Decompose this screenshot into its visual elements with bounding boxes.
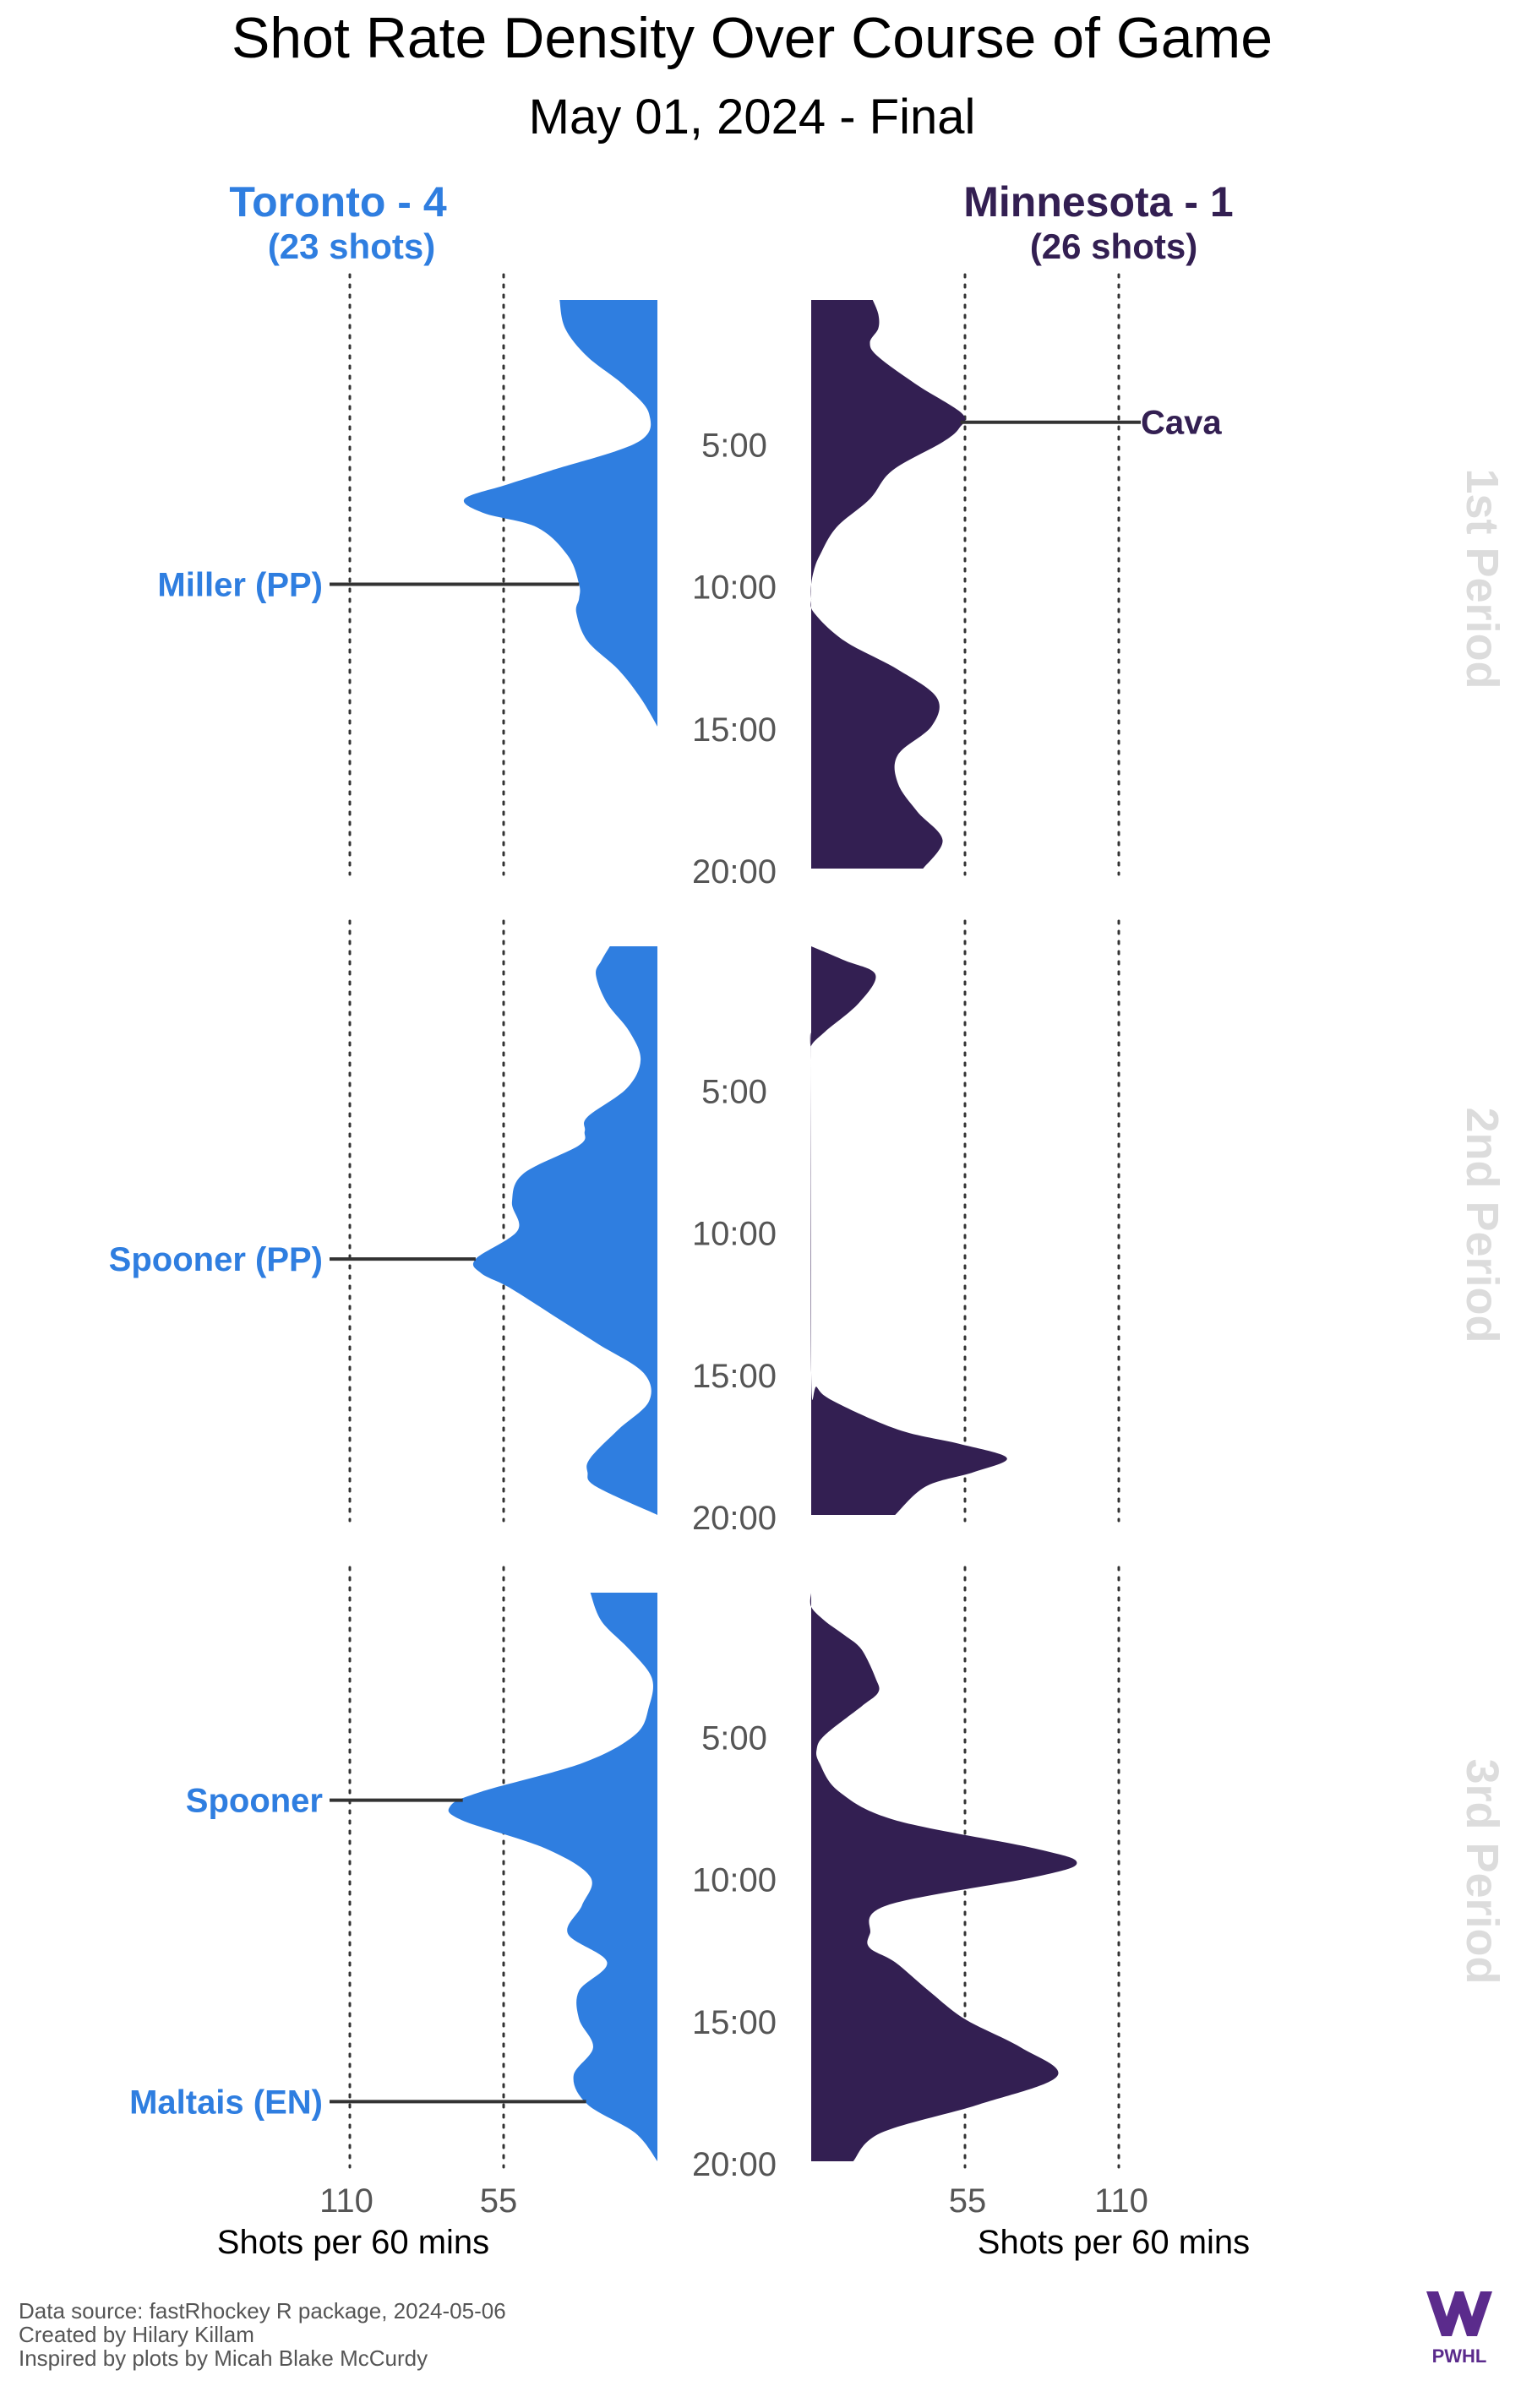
tick-left-55: 55 xyxy=(480,2182,518,2220)
minnesota-density-area xyxy=(810,946,1007,1515)
goal-label: Cava xyxy=(1141,405,1222,442)
goal-label: Miller (PP) xyxy=(157,567,323,604)
time-label: 15:00 xyxy=(692,711,777,749)
minnesota-density-area xyxy=(810,1593,1077,2161)
tick-left-110: 110 xyxy=(319,2182,373,2220)
footer-line-source: Data source: fastRhockey R package, 2024… xyxy=(19,2298,506,2324)
period-label: 2nd Period xyxy=(1457,1107,1507,1343)
period-panel-3: 5:00 10:00 15:00 20:00 3rd Period Spooner Malt… xyxy=(129,1566,1507,2183)
minnesota-team-label: Minnesota - 1 xyxy=(963,178,1233,226)
x-axis-title-left: Shots per 60 mins xyxy=(217,2224,489,2261)
tick-right-110: 110 xyxy=(1094,2182,1148,2220)
toronto-density-area xyxy=(472,946,657,1515)
time-label: 10:00 xyxy=(692,1216,777,1253)
time-label: 15:00 xyxy=(692,1358,777,1395)
goal-label: Spooner (PP) xyxy=(109,1241,323,1278)
chart-title: Shot Rate Density Over Course of Game xyxy=(232,6,1273,70)
toronto-density-area xyxy=(463,300,657,727)
time-label: 5:00 xyxy=(701,427,767,464)
tick-right-55: 55 xyxy=(949,2182,987,2220)
toronto-density-area xyxy=(448,1593,657,2161)
period-label: 1st Period xyxy=(1457,468,1507,689)
time-label: 10:00 xyxy=(692,1862,777,1899)
minnesota-shots-label: (26 shots) xyxy=(1030,226,1197,266)
pwhl-logo-mark xyxy=(1426,2291,1492,2336)
period-label: 3rd Period xyxy=(1457,1758,1507,1984)
plot-area: 5:00 10:00 15:00 20:00 1st Period Miller (PP)… xyxy=(109,273,1507,2183)
chart-subtitle: May 01, 2024 - Final xyxy=(529,90,976,144)
goal-label: Spooner xyxy=(186,1783,323,1820)
toronto-shots-label: (23 shots) xyxy=(268,226,435,266)
time-label: 20:00 xyxy=(692,2146,777,2183)
period-panel-1: 5:00 10:00 15:00 20:00 1st Period Miller (PP)… xyxy=(157,273,1507,891)
time-label: 5:00 xyxy=(701,1073,767,1110)
minnesota-density-area xyxy=(810,300,966,869)
time-label: 20:00 xyxy=(692,1500,777,1537)
x-axis-title-right: Shots per 60 mins xyxy=(978,2224,1250,2261)
pwhl-logo: PWHL xyxy=(1426,2291,1492,2367)
toronto-team-label: Toronto - 4 xyxy=(229,178,447,226)
footer-line-author: Created by Hilary Killam xyxy=(19,2322,254,2347)
period-panel-2: 5:00 10:00 15:00 20:00 2nd Period Spooner (PP… xyxy=(109,919,1507,1537)
time-label: 5:00 xyxy=(701,1719,767,1757)
time-label: 20:00 xyxy=(692,853,777,891)
time-label: 10:00 xyxy=(692,569,777,607)
time-label: 15:00 xyxy=(692,2004,777,2041)
goal-label: Maltais (EN) xyxy=(129,2084,323,2121)
footer-line-inspired: Inspired by plots by Micah Blake McCurdy xyxy=(19,2345,428,2371)
pwhl-logo-text: PWHL xyxy=(1432,2345,1487,2367)
